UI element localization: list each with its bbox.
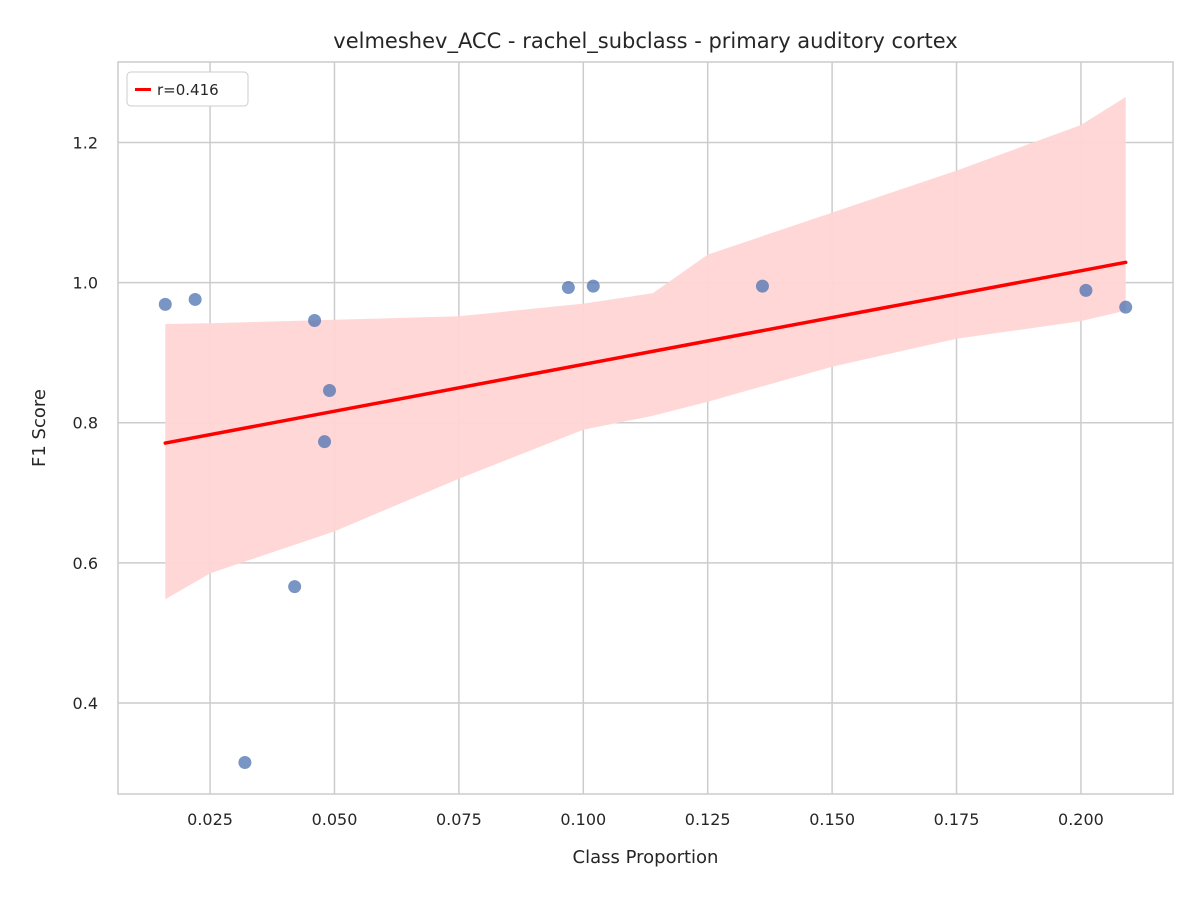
y-tick-label: 0.8: [73, 414, 98, 433]
legend-label: r=0.416: [157, 81, 219, 99]
regression-line-group: [163, 260, 1128, 445]
y-tick-label: 1.0: [73, 274, 98, 293]
regression-line: [163, 260, 1128, 445]
data-point: [586, 279, 600, 293]
y-axis-ticks: 0.4 0.6 0.8 1.0 1.2: [73, 134, 98, 713]
data-point: [308, 313, 322, 327]
plot-frame: [117, 61, 1174, 795]
data-point: [288, 580, 302, 594]
x-tick-label: 0.175: [934, 810, 980, 829]
x-tick-label: 0.025: [187, 810, 233, 829]
x-tick-label: 0.075: [436, 810, 482, 829]
data-point: [158, 297, 172, 311]
y-tick-label: 0.4: [73, 694, 98, 713]
data-point: [322, 384, 336, 398]
x-tick-label: 0.100: [560, 810, 606, 829]
data-point: [238, 755, 252, 769]
x-tick-label: 0.200: [1058, 810, 1104, 829]
data-point: [188, 292, 202, 306]
y-axis-label: F1 Score: [29, 389, 50, 467]
legend-box: [126, 71, 249, 107]
data-point: [1119, 300, 1133, 314]
data-point: [318, 435, 332, 449]
chart-title: velmeshev_ACC - rachel_subclass - primar…: [333, 29, 957, 54]
legend: r=0.416: [126, 71, 249, 107]
data-point: [561, 281, 575, 295]
x-axis-label: Class Proportion: [573, 847, 719, 868]
data-points-group: [158, 279, 1133, 769]
x-tick-label: 0.150: [809, 810, 855, 829]
y-tick-label: 0.6: [73, 554, 98, 573]
x-tick-label: 0.050: [312, 810, 358, 829]
confidence-band-group: [165, 97, 1126, 600]
x-axis-ticks: 0.025 0.050 0.075 0.100 0.125 0.150 0.175 0.200: [187, 810, 1104, 829]
confidence-band: [165, 97, 1126, 600]
y-tick-label: 1.2: [73, 134, 98, 153]
data-point: [1079, 283, 1093, 297]
data-point: [755, 279, 769, 293]
x-tick-label: 0.125: [685, 810, 731, 829]
